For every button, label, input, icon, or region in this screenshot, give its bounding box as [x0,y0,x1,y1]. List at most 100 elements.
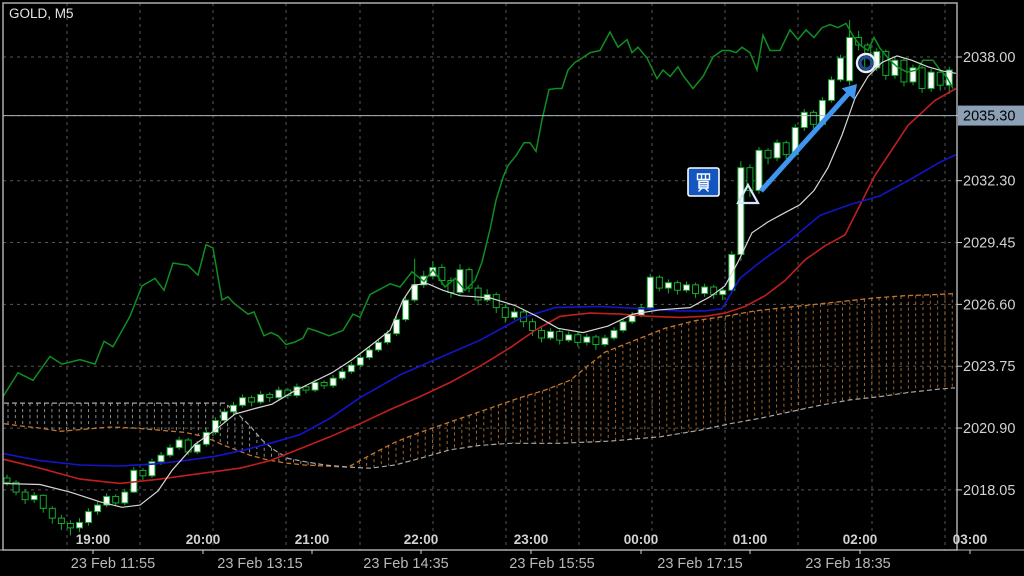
candle-body [528,321,536,331]
buy-arrow [759,89,853,193]
candle-body [239,397,247,406]
candle-body [800,111,808,129]
candle [12,480,20,496]
symbol-period-label: GOLD, M5 [9,6,74,21]
candle [75,518,83,533]
candle [257,391,265,405]
date-label: 23 Feb 15:55 [509,556,594,572]
candle [809,110,817,129]
candle-body [927,71,935,89]
candle [21,489,29,505]
candle [275,386,283,400]
candle-body [719,289,727,296]
candle-body [21,491,29,501]
date-label: 23 Feb 11:55 [71,556,155,572]
candle-body [565,334,573,341]
candle-body [438,266,446,282]
price-tick-label: 2023.75 [963,359,1015,375]
candle [927,68,935,92]
candle [701,283,709,297]
candle [755,147,763,194]
candle-body [474,287,482,301]
exit-circle-marker-inner [858,55,874,71]
candle-body [365,349,373,359]
candle-body [30,494,38,501]
candle-body [882,51,890,76]
candle-body [683,284,690,291]
candle [356,354,364,368]
candle [365,346,373,360]
candle [683,281,690,293]
price-axis[interactable]: 2038.00 2032.30 2029.45 2026.60 2023.75 2020.… [957,50,1024,499]
candle-body [465,269,473,289]
blue-kijun-line [3,153,957,467]
candle [239,394,247,408]
candle-body [257,393,265,403]
candle-body [809,111,817,125]
time-tick-label: 01:00 [733,532,768,547]
candle-body [692,284,700,295]
candle-body [737,167,745,255]
current-price-label: 2035.30 [963,109,1015,125]
candle-body [275,389,283,399]
candle [646,274,654,310]
candle [474,284,482,306]
candle [148,458,156,478]
price-tick-label: 2020.90 [963,421,1015,437]
candle-body [374,341,382,351]
candle [320,380,328,390]
candle-body [664,282,672,289]
candle [583,333,591,346]
candle [48,506,56,524]
candle-body [384,333,392,343]
price-tick-label: 2038.00 [963,50,1015,66]
candle [501,304,509,323]
candle-body [94,504,102,513]
candle-body [402,299,410,321]
date-label: 23 Feb 18:35 [805,556,890,572]
candle [827,76,835,103]
candle-body [166,447,174,456]
candle-body [311,382,319,391]
trade-annotations [687,52,877,205]
candle [936,70,944,91]
candle [773,139,781,162]
candle-body [302,386,310,391]
candle-body [673,282,681,291]
time-tick-label: 22:00 [404,532,439,547]
time-axis[interactable]: 19:00 20:00 21:00 22:00 23:00 00:00 01:00 02:00… [71,532,987,572]
candle [510,307,518,320]
candle [719,287,727,301]
candle [338,368,346,381]
candle-body [347,364,355,373]
candle [855,30,863,51]
buy-badge-glyph-stroke [698,188,702,192]
candle-body [429,266,437,277]
candle-body [248,397,256,403]
candle [347,361,355,374]
candle-body [764,149,772,159]
candle [918,65,926,93]
date-label: 23 Feb 14:35 [363,556,448,572]
candle-body [393,319,401,335]
candle [329,374,337,388]
candle [891,57,899,79]
candle [112,494,120,507]
candle [547,328,555,341]
candle [800,109,808,131]
candle-body [329,377,337,387]
candle [166,444,174,458]
entry-triangle-marker [736,182,760,205]
candle-body [538,329,546,339]
candle [782,140,790,159]
ichimoku-cloud [3,292,956,469]
candle [601,334,609,347]
candle-body [574,334,582,343]
candle [574,332,582,347]
candle [248,395,256,407]
date-label: 23 Feb 17:15 [657,556,742,572]
time-tick-label: 20:00 [186,532,221,547]
candle-body [782,142,790,156]
